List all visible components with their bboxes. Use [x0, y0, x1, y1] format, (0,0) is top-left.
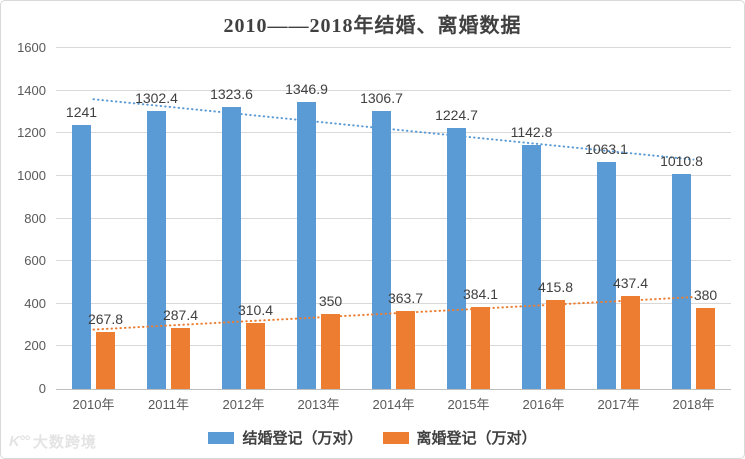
x-axis-category-label: 2010年: [72, 397, 115, 412]
x-axis-category-label: 2011年: [148, 397, 189, 412]
gridline: [56, 260, 731, 262]
x-axis-category-label: 2015年: [447, 397, 490, 412]
divorce-bar-value-label: 415.8: [537, 279, 574, 296]
marriage-bar[interactable]: [72, 124, 91, 389]
legend: 结婚登记（万对） 离婚登记（万对）: [1, 427, 744, 448]
watermark-brand-text: 大数跨境: [32, 434, 97, 451]
marriage-bar[interactable]: [597, 162, 616, 389]
divorce-bar-value-label: 350: [318, 293, 343, 310]
x-axis-category-label: 2013年: [297, 397, 340, 412]
marriage-bar[interactable]: [522, 145, 541, 389]
divorce-bar[interactable]: [96, 331, 115, 389]
divorce-bar-value-label: 310.4: [237, 301, 274, 318]
gridline: [56, 47, 731, 48]
y-axis-tick-label: 1400: [17, 82, 46, 98]
gridline: [56, 89, 731, 91]
legend-label-marriage: 结婚登记（万对）: [242, 431, 363, 447]
x-axis-category-label: 2014年: [372, 397, 415, 412]
marriage-bar[interactable]: [297, 101, 316, 389]
y-axis-tick-label: 200: [24, 338, 46, 354]
marriage-bar-value-label: 1241: [65, 103, 98, 120]
chart-title: 2010——2018年结婚、离婚数据: [223, 15, 522, 37]
gridline: [56, 217, 731, 219]
divorce-bar[interactable]: [246, 322, 265, 389]
x-axis-category-label: 2017年: [597, 397, 640, 412]
gridline: [56, 345, 731, 347]
y-axis-tick-label: 1000: [17, 167, 46, 183]
y-axis-tick-label: 800: [24, 210, 46, 226]
divorce-bar[interactable]: [171, 327, 190, 389]
divorce-bar[interactable]: [321, 314, 340, 389]
divorce-bar[interactable]: [471, 307, 490, 389]
marriage-bar-value-label: 1010.8: [660, 152, 703, 169]
y-axis-tick-label: 600: [24, 253, 46, 269]
legend-label-divorce: 离婚登记（万对）: [416, 431, 537, 447]
divorce-bar[interactable]: [546, 300, 565, 389]
y-axis-tick-label: 0: [38, 381, 46, 396]
y-axis-tick-label: 400: [24, 295, 46, 311]
legend-item-marriage[interactable]: 结婚登记（万对）: [208, 427, 363, 448]
y-axis-tick-label: 1600: [17, 40, 46, 55]
marriage-bar-value-label: 1063.1: [585, 141, 628, 158]
x-axis-category-label: 2012年: [222, 397, 265, 412]
x-axis-category-label: 2018年: [672, 397, 715, 412]
marriage-bar-value-label: 1306.7: [360, 89, 403, 106]
divorce-series-swatch-icon: [382, 431, 409, 444]
marriage-bar[interactable]: [447, 127, 466, 389]
marriage-bar-value-label: 1323.6: [210, 85, 253, 102]
x-axis-category-label: 2016年: [522, 397, 565, 412]
marriage-bar-value-label: 1224.7: [435, 106, 478, 123]
divorce-bar[interactable]: [621, 295, 640, 389]
marriage-bar[interactable]: [672, 173, 691, 389]
divorce-bar-value-label: 363.7: [387, 290, 424, 307]
x-axis-line: [56, 389, 731, 390]
watermark: K°° 大数跨境: [9, 431, 97, 452]
divorce-bar-value-label: 287.4: [162, 306, 199, 323]
marriage-bar[interactable]: [372, 110, 391, 389]
divorce-bar-value-label: 380: [693, 287, 718, 303]
marriage-bar-value-label: 1142.8: [510, 124, 553, 141]
divorce-bar-value-label: 267.8: [87, 310, 124, 327]
marriage-series-swatch-icon: [208, 431, 235, 444]
marriage-bar[interactable]: [147, 111, 166, 389]
divorce-bar-value-label: 437.4: [612, 274, 649, 291]
divorce-bar-value-label: 384.1: [462, 286, 499, 303]
marriage-bar[interactable]: [222, 106, 241, 389]
y-axis-tick-label: 1200: [17, 125, 46, 141]
marriage-bar-value-label: 1346.9: [285, 80, 328, 97]
plot-area: 0 200 400 600 800 1000 1200 1400 1600 1241 267.8 20…: [17, 40, 731, 412]
legend-item-divorce[interactable]: 离婚登记（万对）: [382, 427, 537, 448]
divorce-bar[interactable]: [396, 311, 415, 389]
gridline: [56, 174, 731, 176]
watermark-logo-icon: K°°: [9, 433, 30, 450]
divorce-bar[interactable]: [696, 308, 715, 389]
marriage-bar-value-label: 1302.4: [135, 90, 178, 107]
